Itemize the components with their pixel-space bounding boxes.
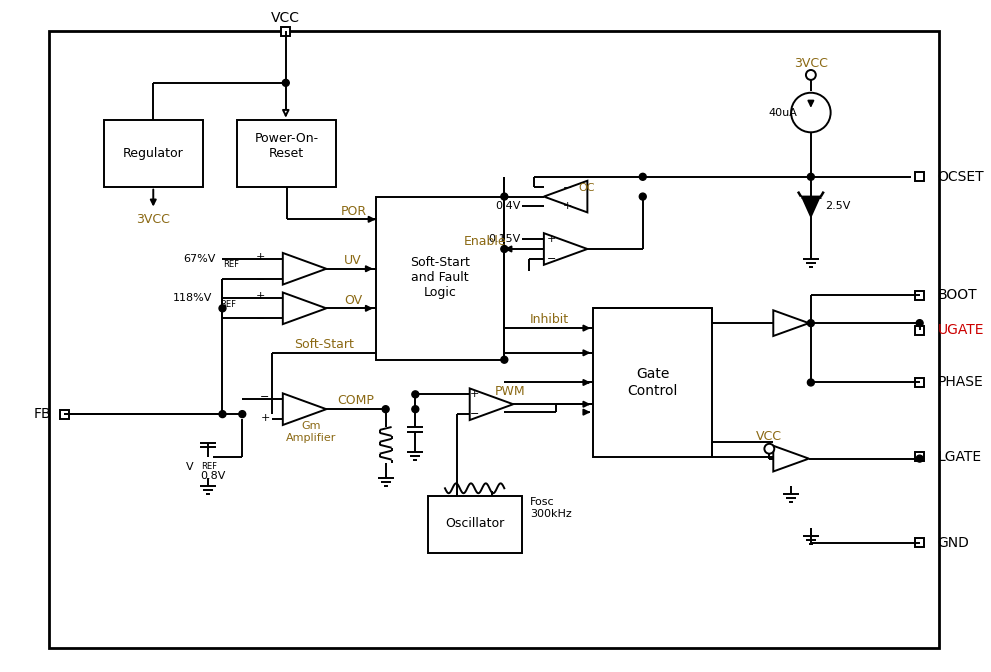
Text: VCC: VCC (756, 430, 782, 444)
Text: +: + (563, 202, 572, 212)
Bar (428, 496, 522, 552)
Text: −: − (470, 409, 480, 419)
Text: Power-On-
Reset: Power-On- Reset (255, 132, 319, 160)
Text: COMP: COMP (338, 394, 375, 407)
Circle shape (412, 391, 419, 398)
Text: UV: UV (344, 254, 362, 267)
Text: REF: REF (224, 260, 240, 269)
Text: Soft-Start: Soft-Start (294, 339, 355, 351)
Text: Inhibit: Inhibit (529, 312, 569, 326)
Text: GND: GND (937, 536, 969, 550)
Text: OCSET: OCSET (937, 170, 984, 184)
Text: +: + (470, 389, 480, 399)
Text: −: − (256, 314, 265, 324)
Bar (916, 452, 924, 461)
Circle shape (219, 305, 226, 312)
Text: +: + (256, 252, 265, 262)
Circle shape (764, 444, 774, 454)
Circle shape (500, 193, 507, 200)
Circle shape (239, 411, 246, 417)
Circle shape (808, 379, 815, 386)
Bar (237, 120, 336, 187)
Text: UGATE: UGATE (937, 323, 984, 337)
Text: Oscillator: Oscillator (445, 517, 504, 530)
Circle shape (639, 193, 646, 200)
Bar (916, 172, 924, 181)
Text: V: V (186, 462, 194, 472)
Text: −: − (256, 275, 265, 285)
Circle shape (808, 320, 815, 327)
Text: −: − (547, 254, 557, 264)
Bar (104, 120, 203, 187)
Circle shape (500, 245, 507, 253)
Circle shape (917, 320, 923, 327)
Text: +: + (547, 234, 557, 244)
Text: Regulator: Regulator (123, 146, 183, 159)
Text: 118%V: 118%V (173, 294, 213, 304)
Bar (59, 410, 68, 419)
Text: REF: REF (221, 300, 237, 309)
Circle shape (383, 406, 389, 413)
Text: Gm
Amplifier: Gm Amplifier (286, 421, 337, 443)
Bar (594, 308, 712, 457)
Text: Soft-Start
and Fault
Logic: Soft-Start and Fault Logic (410, 256, 470, 299)
Circle shape (917, 455, 923, 462)
Text: VCC: VCC (272, 11, 300, 25)
Bar (916, 378, 924, 387)
Text: 0.15V: 0.15V (488, 234, 520, 244)
Circle shape (808, 173, 815, 180)
Text: 67%V: 67%V (183, 254, 216, 264)
Circle shape (639, 173, 646, 180)
Text: OC: OC (579, 183, 595, 193)
Circle shape (791, 93, 830, 132)
Text: 0.4V: 0.4V (495, 202, 520, 212)
Bar (916, 326, 924, 335)
Bar (916, 291, 924, 300)
Text: PHASE: PHASE (937, 376, 983, 390)
Text: 0.8V: 0.8V (201, 472, 226, 481)
Text: −: − (563, 183, 572, 193)
Text: 40uA: 40uA (768, 108, 797, 118)
Circle shape (219, 411, 226, 417)
Text: +: + (256, 292, 265, 302)
Text: POR: POR (341, 205, 367, 218)
Bar (376, 197, 504, 360)
Circle shape (412, 406, 419, 413)
Text: PWM: PWM (495, 385, 525, 398)
Text: OV: OV (344, 294, 362, 307)
Text: 3VCC: 3VCC (137, 213, 170, 226)
Circle shape (806, 70, 816, 80)
Polygon shape (802, 197, 820, 216)
Text: Enable: Enable (464, 235, 506, 247)
Text: BOOT: BOOT (937, 288, 977, 302)
Text: 3VCC: 3VCC (794, 56, 827, 70)
Text: REF: REF (201, 462, 217, 471)
Bar (916, 538, 924, 547)
Text: 2.5V: 2.5V (825, 202, 850, 212)
Circle shape (500, 356, 507, 363)
Text: Fosc
300kHz: Fosc 300kHz (530, 497, 572, 519)
Text: +: + (261, 413, 270, 423)
Bar (281, 27, 290, 36)
Text: FB: FB (34, 407, 52, 421)
Text: LGATE: LGATE (937, 450, 981, 464)
Text: −: − (261, 392, 270, 403)
Text: Gate
Control: Gate Control (627, 368, 678, 398)
Circle shape (282, 79, 289, 86)
